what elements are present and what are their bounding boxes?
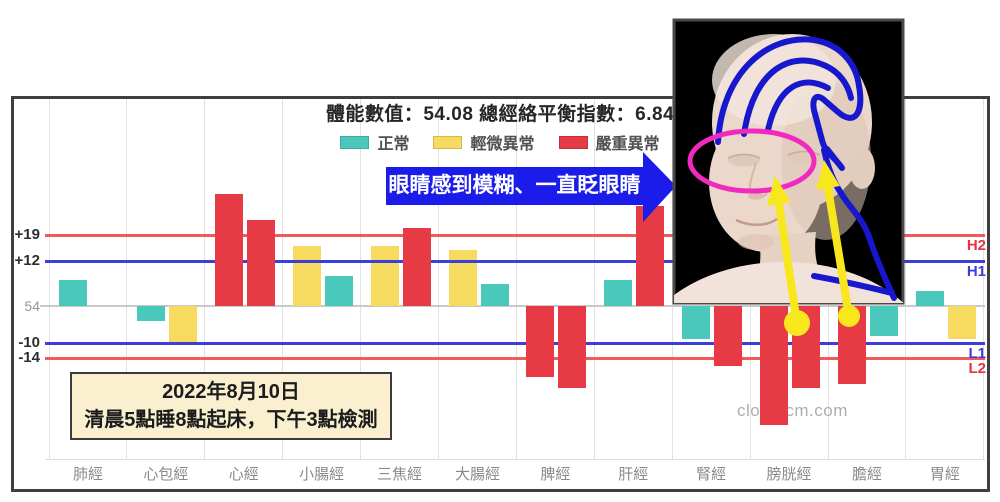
bar-胃經-bar-1 — [915, 291, 944, 306]
x-axis-label-大腸經: 大腸經 — [454, 466, 500, 483]
y-axis-label: -10 — [18, 334, 40, 352]
y-axis-label: +19 — [14, 226, 40, 244]
legend-swatch-minor — [433, 135, 463, 149]
bar-腎經-bar-1 — [682, 306, 711, 340]
plot-gridline — [360, 99, 362, 459]
legend-item-minor: 輕微異常 — [433, 130, 535, 154]
x-axis-label-心經: 心經 — [228, 466, 259, 483]
y-axis-label: -14 — [18, 349, 40, 367]
bar-肝經-bar-2 — [636, 205, 665, 306]
bar-大腸經-bar-1 — [448, 250, 477, 306]
bar-膽經-bar-2 — [870, 306, 898, 336]
chart-legend: 正常 輕微異常 嚴重異常 — [0, 130, 1000, 154]
x-axis-label-胃經: 胃經 — [929, 466, 960, 483]
x-axis-label-肺經: 肺經 — [72, 466, 103, 483]
legend-label-severe: 嚴重異常 — [595, 136, 660, 153]
plot-gridline — [126, 99, 128, 459]
bar-膽經-bar-1 — [838, 306, 866, 385]
x-axis-label-心包經: 心包經 — [143, 466, 189, 483]
legend-label-normal: 正常 — [377, 136, 410, 153]
bar-心包經-bar-1 — [136, 306, 165, 321]
y-axis-baseline-label: 54 — [24, 298, 40, 314]
bar-小腸經-bar-1 — [292, 246, 321, 306]
reference-line-H1 — [45, 259, 985, 263]
condition-line: 清晨5點睡8點起床，下午3點檢測 — [84, 409, 378, 431]
symptom-annotation-arrow: 眼睛感到模糊、一直眨眼睛 — [386, 152, 676, 222]
reference-line-H2 — [45, 233, 985, 237]
right-axis-label-L1: L1 — [968, 345, 986, 363]
bar-胃經-bar-2 — [947, 306, 976, 340]
baseline-54-line — [40, 305, 985, 307]
right-axis-label-H2: H2 — [966, 237, 986, 255]
plot-gridline — [48, 99, 50, 459]
bar-大腸經-bar-2 — [480, 283, 509, 306]
measurement-date-note: 2022年8月10日 清晨5點睡8點起床，下午3點檢測 — [70, 372, 392, 440]
x-axis-label-膀胱經: 膀胱經 — [766, 466, 812, 483]
y-axis-label: +12 — [14, 252, 40, 270]
x-axis-label-腎經: 腎經 — [696, 466, 727, 483]
legend-item-normal: 正常 — [340, 130, 409, 154]
plot-gridline — [905, 99, 907, 459]
date-line: 2022年8月10日 — [162, 381, 300, 403]
plot-gridline — [438, 99, 439, 459]
plot-gridline — [282, 99, 284, 459]
legend-swatch-normal — [340, 135, 370, 149]
bar-脾經-bar-1 — [526, 306, 555, 377]
chart-title: 體能數值：54.08 總經絡平衡指數：6.84 — [325, 104, 675, 125]
plot-gridline — [515, 99, 517, 459]
legend-label-minor: 輕微異常 — [470, 136, 535, 153]
x-axis-label-三焦經: 三焦經 — [377, 466, 423, 483]
symptom-annotation-text: 眼睛感到模糊、一直眨眼睛 — [388, 174, 641, 197]
bar-脾經-bar-2 — [558, 306, 587, 388]
plot-gridline — [983, 99, 985, 459]
plot-gridline — [593, 99, 595, 459]
right-axis-label-L2: L2 — [968, 360, 986, 378]
bar-小腸經-bar-2 — [324, 276, 353, 306]
x-axis-label-膽經: 膽經 — [851, 466, 882, 483]
x-axis-label-脾經: 脾經 — [540, 466, 571, 483]
bar-膀胱經-bar-2 — [792, 306, 821, 388]
x-axis-label-肝經: 肝經 — [618, 466, 649, 483]
bar-心包經-bar-2 — [168, 306, 197, 344]
right-axis-label-H1: H1 — [966, 263, 986, 281]
bar-心經-bar-2 — [246, 220, 275, 306]
bar-肺經-bar-1 — [59, 279, 87, 306]
plot-gridline — [204, 99, 206, 459]
plot-gridline — [671, 99, 673, 459]
reference-line-L2 — [45, 356, 985, 360]
watermark: cloudtcm.com — [737, 401, 848, 420]
bar-膀胱經-bar-1 — [760, 306, 789, 426]
reference-line-L1 — [45, 341, 985, 345]
x-axis-label-小腸經: 小腸經 — [299, 466, 345, 483]
bar-三焦經-bar-1 — [370, 246, 399, 306]
bar-腎經-bar-2 — [714, 306, 743, 366]
bar-心經-bar-1 — [214, 194, 243, 306]
bar-三焦經-bar-2 — [402, 227, 431, 306]
bar-肝經-bar-1 — [604, 279, 633, 306]
legend-item-severe: 嚴重異常 — [558, 130, 660, 154]
x-axis-line — [45, 459, 985, 460]
legend-swatch-severe — [558, 135, 588, 149]
